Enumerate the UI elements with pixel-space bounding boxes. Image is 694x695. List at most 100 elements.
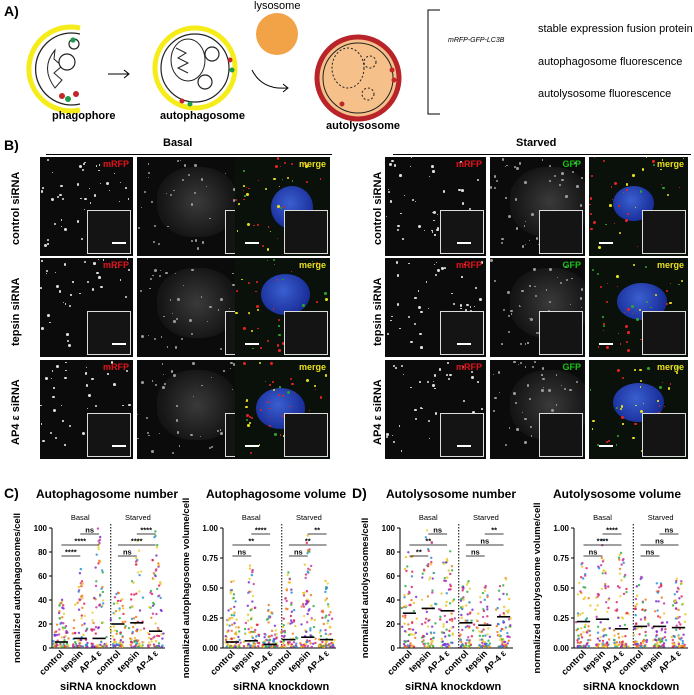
data-point [74, 603, 77, 606]
data-point [475, 619, 479, 622]
data-point [680, 595, 683, 598]
y-tick-label: 0.75 [553, 554, 569, 563]
data-point [595, 596, 598, 600]
data-point [410, 633, 414, 636]
data-point [149, 637, 153, 641]
data-point [305, 630, 308, 633]
data-point [661, 644, 664, 647]
data-point [299, 641, 302, 645]
data-point [226, 619, 230, 622]
data-point [160, 632, 163, 636]
data-point [486, 608, 489, 611]
data-point [637, 583, 641, 587]
data-point [664, 628, 667, 631]
data-point [152, 577, 155, 581]
data-point [643, 609, 646, 612]
data-point [325, 614, 328, 617]
data-point [156, 543, 159, 547]
data-point [601, 645, 604, 648]
data-point [98, 559, 101, 562]
data-point [486, 633, 489, 636]
data-point [426, 595, 430, 598]
data-point [287, 622, 290, 625]
data-point [308, 550, 311, 553]
significance-label: **** [255, 526, 267, 535]
data-point [613, 641, 616, 645]
data-point [257, 633, 261, 637]
data-point [460, 613, 463, 617]
data-point [579, 634, 582, 637]
data-point [429, 637, 433, 641]
data-point [604, 645, 607, 648]
data-point [635, 585, 639, 588]
data-point [596, 637, 600, 640]
y-tick-label: 0.75 [202, 554, 218, 563]
data-point [498, 598, 501, 601]
data-point [309, 564, 313, 568]
channel-label-mrfp: mRFP [102, 159, 129, 169]
data-point [405, 569, 408, 573]
data-point [229, 592, 232, 595]
data-point [426, 625, 430, 628]
data-point [119, 641, 122, 645]
data-point [306, 640, 309, 644]
data-point [488, 642, 492, 645]
data-point [154, 569, 158, 572]
data-point [226, 623, 229, 626]
data-point [586, 639, 590, 642]
data-point [161, 637, 164, 640]
data-point [132, 581, 135, 585]
data-point [481, 634, 485, 638]
data-point [135, 642, 139, 645]
data-point [459, 645, 463, 648]
data-point [660, 640, 663, 643]
data-point [672, 642, 675, 645]
zoom-inset [440, 413, 484, 457]
data-point [467, 642, 471, 645]
data-point [231, 645, 235, 648]
legend-item-autolysosome: autolysosome fluorescence [538, 88, 672, 100]
data-point [230, 588, 234, 592]
zoom-inset [642, 413, 686, 457]
starved-bracket [393, 154, 691, 155]
data-point [617, 632, 620, 636]
data-point [638, 633, 641, 636]
data-point [157, 634, 161, 638]
data-point [607, 598, 610, 601]
data-point [90, 642, 93, 645]
micrograph-gfp: GFP [490, 258, 585, 357]
data-point [267, 603, 270, 607]
data-point [502, 619, 505, 623]
data-point [424, 617, 428, 621]
data-point [683, 645, 686, 648]
data-point [116, 602, 119, 605]
panel-label-c: C) [4, 485, 19, 501]
data-point [468, 644, 471, 648]
data-point [134, 615, 138, 619]
data-point [641, 641, 645, 645]
data-point [448, 645, 451, 648]
data-point [401, 615, 405, 618]
data-point [238, 645, 241, 648]
data-point [619, 595, 622, 598]
data-point [643, 645, 647, 648]
autophagosome-drawing [152, 25, 238, 111]
data-point [302, 591, 305, 595]
data-point [641, 601, 645, 604]
data-point [306, 534, 309, 537]
y-axis-label: normalized autophagosome volume/cell [181, 498, 192, 679]
data-point [272, 640, 276, 643]
data-point [138, 573, 141, 577]
data-point [74, 645, 77, 648]
data-point [424, 645, 427, 648]
lysosome-circle [256, 13, 298, 55]
data-point [449, 584, 453, 588]
data-point [604, 582, 607, 586]
data-point [308, 568, 312, 571]
data-point [410, 645, 413, 648]
data-point [425, 632, 429, 636]
data-point [643, 618, 647, 621]
data-point [235, 642, 238, 645]
data-point [308, 639, 311, 643]
data-point [93, 628, 96, 631]
